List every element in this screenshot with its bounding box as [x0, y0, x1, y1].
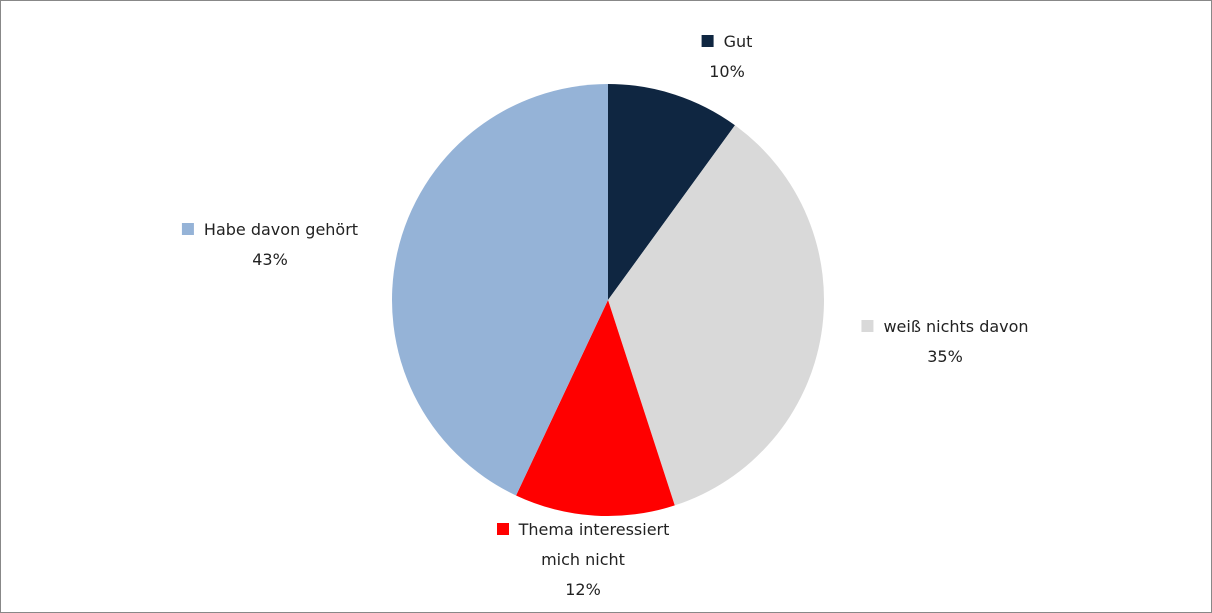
pie-slice	[608, 125, 825, 506]
value-label: 12%	[565, 580, 601, 599]
pie-slice	[392, 83, 608, 496]
legend-swatch	[181, 223, 194, 235]
data-label: Thema interessiert mich nicht 12%	[488, 515, 678, 605]
value-label: 10%	[709, 62, 745, 81]
data-label: Gut 10%	[701, 27, 753, 87]
pie-slice	[608, 84, 735, 300]
category-label: Thema interessiert mich nicht	[518, 520, 670, 569]
category-label: Gut	[723, 32, 753, 51]
legend-swatch	[701, 35, 714, 47]
value-label: 35%	[927, 347, 963, 366]
legend-swatch	[496, 523, 509, 535]
legend-swatch	[861, 320, 874, 332]
pie-slice	[516, 300, 675, 516]
value-label: 43%	[252, 250, 288, 269]
category-label: Habe davon gehört	[203, 220, 359, 239]
data-label: weiß nichts davon 35%	[861, 312, 1029, 372]
category-label: weiß nichts davon	[883, 317, 1029, 336]
data-label: Habe davon gehört 43%	[181, 215, 359, 275]
